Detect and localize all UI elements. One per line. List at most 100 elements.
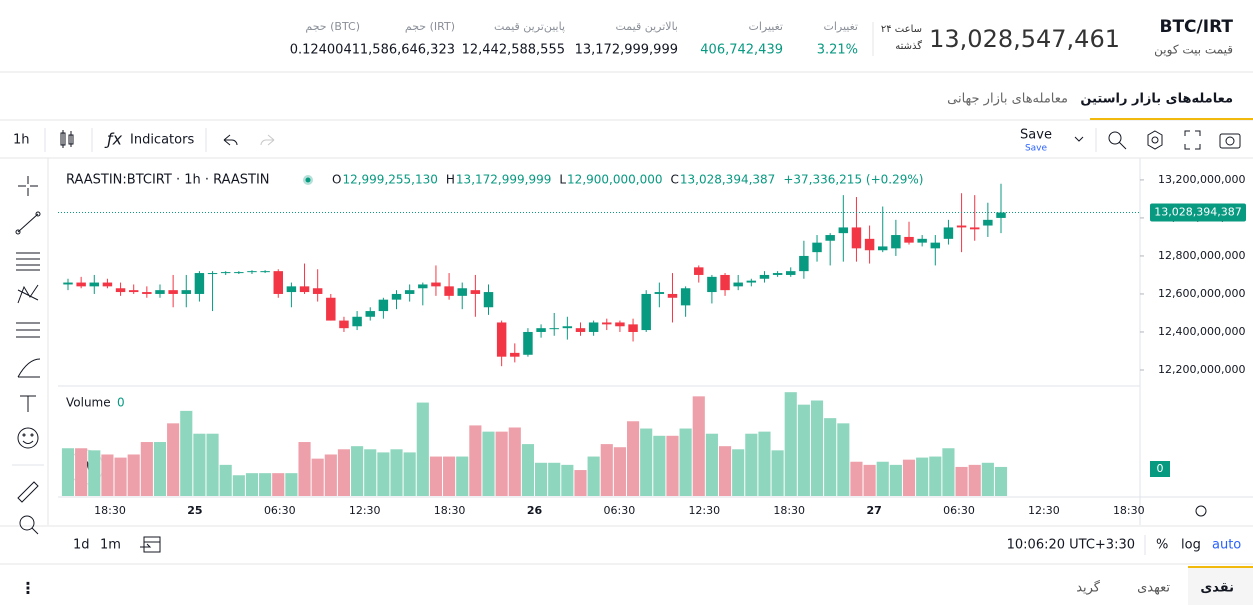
volume-bar [482,431,495,496]
ohlc-value: 13,028,394,387 [680,173,775,187]
save-button[interactable]: Save [1020,128,1052,143]
volume-bar [574,470,587,496]
candle-body [549,328,559,330]
candle-body [168,290,178,294]
fx-icon[interactable]: ƒx [104,130,123,149]
candle-body [339,320,349,329]
drawing-tools[interactable] [15,176,41,535]
percent-toggle[interactable]: % [1156,538,1168,553]
candle-body [562,326,573,329]
undo-icon[interactable] [223,134,238,146]
candle-body [615,322,625,327]
volume-bar [311,458,324,496]
save-sub: Save [1025,144,1048,154]
candle-body [628,324,638,332]
candle-body [273,271,283,294]
ohlc-key: L [559,173,566,187]
volume-bar [114,457,127,496]
volume-bar [180,410,193,496]
ohlc-value: 12,999,255,130 [342,173,437,187]
volume-bar [495,431,508,496]
volume-bar [167,423,180,496]
y-tick-label: 12,800,000,000 [1158,249,1245,262]
volume-bar [390,449,403,496]
candle-body [220,272,231,274]
last-price: 13,028,547,461 [929,25,1120,53]
volume-bar [653,435,666,496]
volume-bar [259,473,272,496]
menu-icon[interactable]: ⋮ [20,579,36,598]
candle-icon[interactable] [60,130,74,148]
x-tick-label: 26 [527,504,543,517]
y-tick-label: 12,600,000,000 [1158,287,1245,300]
volume-bar [416,402,429,496]
candle-body [851,227,862,249]
volume-bar [745,433,758,496]
candle-body [365,311,375,317]
volume-bar [968,464,981,496]
volume-bar [377,452,390,496]
interval[interactable]: 1h [13,133,30,148]
ohlc-legend: O 12,999,255,130 H 13,172,999,999 L 12,900,00… [332,173,775,187]
candle-body [457,288,467,296]
volume-bar [889,464,902,496]
volume-bar [193,433,206,496]
candle-body [838,227,849,234]
bottom-tab[interactable]: نقدی [1200,581,1234,596]
volume-bar [600,444,613,496]
range[interactable]: 1m [100,538,121,553]
candle-body [523,331,533,355]
volume-bar [456,456,469,496]
bottom-tab[interactable]: گرید [1076,580,1101,596]
volume-bar [127,454,140,496]
candle-body [431,282,441,287]
dropdown-icon[interactable] [1074,136,1084,142]
candle-body [194,273,205,294]
redo-icon [260,134,275,146]
volume-bar [508,427,521,496]
indicators-button[interactable]: Indicators [130,133,194,148]
candle-body [969,227,980,230]
x-tick-label: 27 [866,504,881,517]
volume-bar [75,448,88,496]
volume-bar [587,456,600,496]
tab[interactable]: معامله‌های بازار راستین [1080,92,1233,107]
log-toggle[interactable]: log [1181,538,1201,553]
period: گذشته [895,40,922,52]
volume-bar [443,456,456,496]
volume-bar [521,444,534,496]
volume-bar [902,459,916,496]
candle-body [181,290,191,294]
candle-body [352,316,362,327]
settings-icon[interactable] [1195,505,1207,517]
date-range-icon[interactable] [140,536,161,553]
candle-body [391,293,402,300]
bottom-tab[interactable]: تعهدی [1137,581,1170,596]
range[interactable]: 1d [73,538,90,553]
candle-body [247,271,257,273]
stat-label: تغییرات [824,20,859,33]
auto-toggle[interactable]: auto [1212,538,1241,553]
candle-body [720,274,730,291]
volume-bar [692,396,705,496]
candle-body [89,282,100,287]
volume-bar [206,433,219,496]
volume-bar [272,473,285,496]
candle-body [115,288,126,293]
volume-bar [784,392,797,496]
toolbar-icons[interactable] [1108,130,1241,150]
candle-body [878,246,888,251]
volume-bar [101,454,114,496]
active-tab[interactable] [1188,567,1253,605]
candle-body [812,242,822,253]
volume-bar [548,462,561,496]
volume-bar [429,456,443,496]
change-legend: +37,336,215 (+0.29%) [783,173,923,187]
stat-value: 13,172,999,999 [575,43,678,58]
candle-body [825,235,835,241]
x-tick-label: 06:30 [264,504,296,517]
x-tick-label: 25 [187,504,202,517]
tab[interactable]: معامله‌های بازار جهانی [947,92,1068,107]
candle-body [746,280,757,283]
